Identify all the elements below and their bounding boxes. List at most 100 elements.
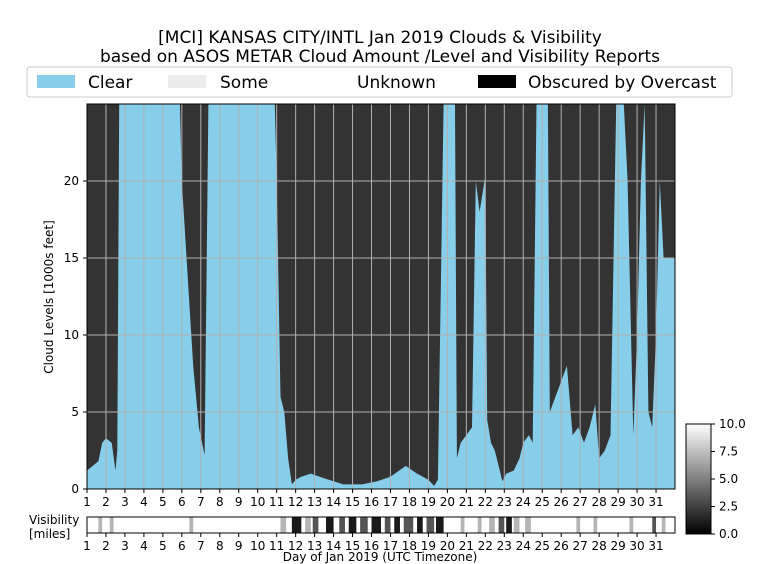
legend-swatch-unknown — [305, 75, 343, 88]
x-tick-label: 25 — [535, 495, 550, 509]
vis-x-tick-label: 4 — [140, 539, 148, 553]
x-tick-label: 28 — [591, 495, 606, 509]
chart-title-line2: based on ASOS METAR Cloud Amount /Level … — [100, 47, 660, 67]
vis-x-tick-label: 26 — [554, 539, 569, 553]
vis-x-tick-label: 6 — [178, 539, 186, 553]
x-tick-label: 4 — [140, 495, 148, 509]
x-tick-label: 6 — [178, 495, 186, 509]
x-tick-label: 27 — [573, 495, 588, 509]
legend-label-some: Some — [220, 73, 268, 93]
x-tick-label: 3 — [121, 495, 129, 509]
visibility-low-band — [394, 517, 400, 533]
visibility-low-band — [384, 517, 391, 533]
vis-x-tick-label: 15 — [345, 539, 360, 553]
vis-x-tick-label: 28 — [591, 539, 606, 553]
x-tick-label: 1 — [83, 495, 91, 509]
x-tick-label: 5 — [159, 495, 167, 509]
visibility-low-band — [360, 517, 368, 533]
x-tick-label: 14 — [326, 495, 341, 509]
vis-x-tick-label: 21 — [459, 539, 474, 553]
vis-x-tick-label: 23 — [497, 539, 512, 553]
visibility-low-band — [652, 517, 657, 533]
vis-x-tick-label: 12 — [288, 539, 303, 553]
x-tick-label: 31 — [648, 495, 663, 509]
colorbar-tick-label: 10.0 — [719, 417, 746, 431]
x-tick-label: 30 — [629, 495, 644, 509]
vis-x-tick-label: 22 — [478, 539, 493, 553]
visibility-moderate-band — [477, 517, 482, 533]
vis-x-tick-label: 16 — [364, 539, 379, 553]
visibility-moderate-band — [513, 517, 520, 533]
vis-x-tick-label: 14 — [326, 539, 341, 553]
visibility-moderate-band — [280, 517, 287, 533]
vis-x-tick-label: 7 — [197, 539, 205, 553]
visibility-moderate-band — [189, 517, 194, 533]
y-tick-label: 15 — [64, 251, 79, 265]
vis-x-tick-label: 13 — [307, 539, 322, 553]
y-tick-label: 0 — [71, 482, 79, 496]
legend-label-overcast: Obscured by Overcast — [528, 73, 717, 93]
visibility-moderate-band — [661, 517, 666, 533]
colorbar-tick-label: 5.0 — [719, 472, 738, 486]
colorbar-tick-label: 7.5 — [719, 445, 738, 459]
y-tick-label: 10 — [64, 328, 79, 342]
visibility-low-band — [417, 517, 423, 533]
visibility-moderate-band — [489, 517, 495, 533]
visibility-low-band — [348, 517, 357, 533]
vis-x-tick-label: 5 — [159, 539, 167, 553]
visibility-moderate-band — [98, 517, 103, 533]
visibility-low-band — [498, 517, 505, 533]
x-tick-label: 15 — [345, 495, 360, 509]
legend-label-clear: Clear — [88, 73, 132, 93]
x-tick-label: 11 — [269, 495, 284, 509]
vis-x-tick-label: 8 — [216, 539, 224, 553]
legend-swatch-overcast — [478, 75, 516, 88]
legend: Clear Some Unknown Obscured by Overcast — [26, 66, 733, 98]
x-tick-label: 23 — [497, 495, 512, 509]
x-tick-label: 10 — [250, 495, 265, 509]
vis-x-tick-label: 25 — [535, 539, 550, 553]
plot-frame — [86, 103, 676, 490]
visibility-moderate-band — [593, 517, 598, 533]
x-tick-label: 22 — [478, 495, 493, 509]
vis-x-tick-label: 31 — [648, 539, 663, 553]
visibility-label-line1: Visibility — [29, 513, 79, 527]
vis-x-tick-label: 19 — [421, 539, 436, 553]
visibility-moderate-band — [305, 517, 311, 533]
visibility-moderate-band — [525, 517, 531, 533]
x-tick-label: 20 — [440, 495, 455, 509]
x-tick-label: 21 — [459, 495, 474, 509]
colorbar-tick-label: 2.5 — [719, 500, 738, 514]
visibility-moderate-band — [576, 517, 581, 533]
visibility-low-band — [339, 517, 345, 533]
colorbar-tick-label: 0.0 — [719, 527, 738, 541]
x-tick-label: 24 — [516, 495, 531, 509]
visibility-low-band — [312, 517, 319, 533]
y-tick-label: 20 — [64, 174, 79, 188]
x-tick-label: 29 — [610, 495, 625, 509]
visibility-low-band — [325, 517, 334, 533]
x-tick-label: 17 — [383, 495, 398, 509]
overcast-area — [87, 104, 675, 486]
vis-x-tick-label: 27 — [573, 539, 588, 553]
chart-title-line1: [MCI] KANSAS CITY/INTL Jan 2019 Clouds &… — [158, 28, 602, 48]
x-tick-label: 2 — [102, 495, 110, 509]
legend-frame — [26, 66, 733, 98]
x-tick-label: 26 — [554, 495, 569, 509]
x-tick-label: 16 — [364, 495, 379, 509]
visibility-moderate-band — [629, 517, 634, 533]
visibility-moderate-band — [109, 517, 114, 533]
visibility-low-band — [506, 517, 512, 533]
visibility-low-band — [371, 517, 381, 533]
legend-swatch-some — [168, 75, 206, 88]
vis-x-tick-label: 3 — [121, 539, 129, 553]
vis-x-tick-label: 29 — [610, 539, 625, 553]
vis-x-tick-label: 18 — [402, 539, 417, 553]
vis-x-tick-label: 1 — [83, 539, 91, 553]
visibility-panel: 1 2 3 4 5 6 7 8 9 10 11 12 13 14 15 16 17 18 19 20 21 22 23 24 2… — [83, 516, 676, 553]
visibility-low-band — [291, 517, 302, 533]
colorbar-gradient — [685, 423, 712, 535]
y-tick-label: 5 — [71, 405, 79, 419]
x-tick-label: 13 — [307, 495, 322, 509]
